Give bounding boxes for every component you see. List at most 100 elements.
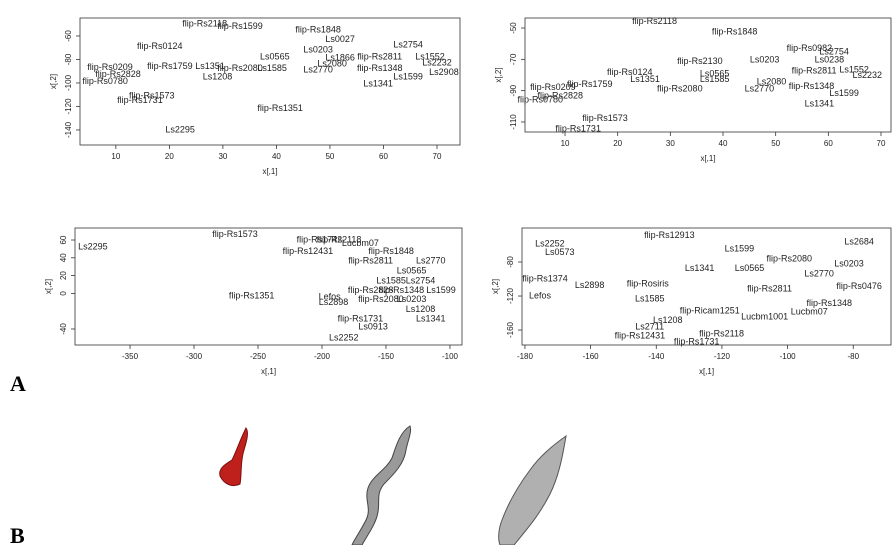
point-label: Ls1599 (725, 243, 755, 253)
shape-red (219, 427, 248, 487)
point-label: flip-Rs2118 (182, 19, 227, 29)
y-tick-label: -120 (506, 287, 515, 304)
point-label: Ls0203 (750, 54, 780, 64)
point-label: flip-Rs0982 (787, 43, 833, 53)
point-label: Lucbm07 (342, 238, 379, 248)
point-label: Lefos (529, 290, 552, 300)
y-tick-label: -60 (64, 30, 73, 42)
point-label: flip-Rs1348 (379, 285, 425, 295)
point-label: Ls1351 (195, 61, 225, 71)
point-label: Lefos (319, 291, 342, 301)
point-label: flip-Rs1759 (147, 61, 193, 71)
point-label: flip-Rs1731 (338, 314, 384, 324)
y-tick-label: -40 (59, 323, 68, 335)
point-label: flip-Rs1374 (522, 273, 568, 283)
point-label: flip-Rs0780 (82, 76, 128, 86)
point-label: flip-Rs12431 (283, 246, 334, 256)
point-label: flip-Rs1731 (674, 336, 720, 346)
point-label: Ls1599 (393, 71, 423, 81)
point-label: Ls0565 (735, 263, 765, 273)
point-label: flip-Rs1599 (217, 21, 263, 31)
point-label: flip-Rs2080 (657, 83, 703, 93)
point-label: Ls2295 (78, 242, 108, 252)
point-label: Ls0027 (325, 34, 355, 44)
point-label: flip-Rs1731 (555, 123, 601, 133)
x-tick-label: 30 (666, 139, 675, 148)
x-tick-label: 70 (877, 139, 886, 148)
point-label: flip-Rs0780 (518, 94, 564, 104)
point-label: Ls1585 (700, 74, 730, 84)
point-label: Ls2252 (535, 239, 565, 249)
point-label: Ls2898 (319, 297, 349, 307)
shape-twisted (351, 425, 411, 545)
point-label: Ls1585 (376, 275, 406, 285)
plot-frame (74, 227, 463, 346)
point-label: Ls2770 (303, 64, 333, 74)
y-tick-label: -50 (509, 22, 518, 34)
point-label: flip-Rs1348 (807, 298, 853, 308)
x-tick-label: -250 (250, 352, 267, 361)
point-label: Ls2711 (635, 321, 664, 331)
point-label: flip-Rs2811 (357, 51, 402, 61)
plot-frame (521, 227, 892, 346)
y-axis-label: x[,2] (491, 279, 500, 294)
point-label: Ls1341 (363, 79, 393, 89)
point-label: flip-Rs1848 (368, 246, 414, 256)
x-tick-label: 50 (771, 139, 780, 148)
x-axis-label: x[,1] (261, 367, 276, 376)
y-tick-label: -160 (506, 321, 515, 338)
point-label: Ls2080 (317, 59, 347, 69)
point-label: flip-Rosiris (627, 278, 670, 288)
point-label: Ls2232 (853, 70, 883, 80)
point-label: flip-Rs1848 (295, 24, 341, 34)
point-label: Ls0203 (303, 44, 333, 54)
y-tick-label: -110 (509, 114, 518, 130)
y-tick-label: 40 (59, 253, 68, 262)
point-label: Ls2898 (575, 280, 605, 290)
plot-frame (79, 17, 461, 146)
shape-leaf (498, 434, 567, 545)
panel-label: A (10, 371, 26, 396)
y-axis-label: x[,2] (44, 279, 53, 294)
point-label: Ls1341 (416, 314, 446, 324)
point-label: Ls0913 (358, 322, 388, 332)
point-label: flip-Rs1742 (297, 234, 343, 244)
y-tick-label: -120 (64, 98, 73, 115)
x-tick-label: -120 (714, 352, 731, 361)
y-tick-label: -140 (64, 121, 73, 138)
point-label: flip-Rs1573 (582, 113, 628, 123)
x-tick-label: 40 (272, 152, 281, 161)
x-tick-label: 70 (433, 152, 442, 161)
point-label: Ls1599 (829, 88, 859, 98)
y-tick-label: 60 (59, 235, 68, 244)
point-label: Ls1341 (685, 263, 715, 273)
plot-frame (524, 17, 892, 133)
point-label: Ls0565 (260, 51, 290, 61)
x-tick-label: -160 (583, 352, 600, 361)
x-tick-label: 10 (561, 139, 570, 148)
point-label: flip-Rs0209 (87, 62, 133, 72)
point-label: flip-Rs2828 (538, 91, 584, 101)
point-label: Ls2770 (804, 268, 834, 278)
point-label: Ls2080 (757, 76, 787, 86)
x-axis-label: x[,1] (700, 154, 715, 163)
y-tick-label: -80 (506, 256, 515, 268)
point-label: flip-Ricam1251 (680, 305, 740, 315)
x-tick-label: 30 (218, 152, 227, 161)
point-label: flip-Rs12913 (644, 230, 695, 240)
point-label: Lucbm07 (791, 307, 828, 317)
point-label: Ls2684 (844, 236, 874, 246)
y-tick-label: -100 (64, 74, 73, 91)
x-tick-label: 20 (165, 152, 174, 161)
point-label: flip-Rs0209 (530, 82, 576, 92)
point-label: flip-Rs2828 (95, 69, 141, 79)
point-label: flip-Rs0476 (836, 281, 882, 291)
x-tick-label: 50 (325, 152, 334, 161)
point-label: flip-Rs1759 (567, 79, 613, 89)
point-label: Ls2232 (422, 57, 452, 67)
point-label: Ls1585 (635, 293, 665, 303)
x-tick-label: 10 (111, 152, 120, 161)
point-label: flip-Rs1348 (357, 63, 403, 73)
point-label: flip-Rs2080 (358, 294, 404, 304)
